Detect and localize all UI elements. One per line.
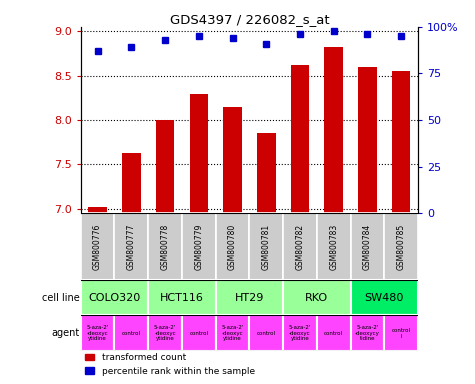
Text: SW480: SW480 [365, 293, 404, 303]
Text: GSM800785: GSM800785 [397, 223, 406, 270]
Bar [182, 315, 216, 351]
Text: control: control [256, 331, 275, 336]
Text: GSM800781: GSM800781 [262, 223, 271, 270]
Text: GSM800783: GSM800783 [329, 223, 338, 270]
Bar [148, 213, 182, 280]
Bar [156, 120, 174, 213]
Legend: transformed count, percentile rank within the sample: transformed count, percentile rank withi… [86, 353, 255, 376]
Text: 5-aza-2'
-deoxycy
tidine: 5-aza-2' -deoxycy tidine [355, 325, 380, 341]
Bar [291, 65, 309, 213]
Bar [223, 107, 242, 213]
Text: GSM800778: GSM800778 [161, 223, 170, 270]
Title: GDS4397 / 226082_s_at: GDS4397 / 226082_s_at [170, 13, 329, 26]
Bar [249, 315, 283, 351]
Text: HT29: HT29 [235, 293, 264, 303]
Bar [81, 315, 114, 351]
Text: 5-aza-2'
-deoxyc
ytidine: 5-aza-2' -deoxyc ytidine [221, 325, 244, 341]
Text: 5-aza-2'
-deoxyc
ytidine: 5-aza-2' -deoxyc ytidine [154, 325, 176, 341]
Text: HCT116: HCT116 [160, 293, 204, 303]
Bar [190, 94, 208, 213]
Bar [81, 213, 114, 280]
Text: control: control [122, 331, 141, 336]
Bar [216, 280, 283, 315]
Text: agent: agent [52, 328, 80, 338]
Text: COLO320: COLO320 [88, 293, 141, 303]
Text: GSM800779: GSM800779 [194, 223, 203, 270]
Bar [122, 153, 141, 213]
Text: 5-aza-2'
-deoxyc
ytidine: 5-aza-2' -deoxyc ytidine [289, 325, 311, 341]
Bar [148, 315, 182, 351]
Bar [358, 67, 377, 213]
Bar [249, 213, 283, 280]
Bar [257, 133, 276, 213]
Bar [317, 213, 351, 280]
Bar [392, 71, 410, 213]
Bar [283, 213, 317, 280]
Text: control: control [189, 331, 209, 336]
Text: control: control [324, 331, 343, 336]
Bar [216, 213, 249, 280]
Text: RKO: RKO [305, 293, 328, 303]
Bar [317, 315, 351, 351]
Bar [114, 213, 148, 280]
Text: 5-aza-2'
-deoxyc
ytidine: 5-aza-2' -deoxyc ytidine [86, 325, 109, 341]
Bar [324, 47, 343, 213]
Bar [384, 213, 418, 280]
Text: GSM800780: GSM800780 [228, 223, 237, 270]
Bar [114, 315, 148, 351]
Bar [283, 280, 351, 315]
Bar [384, 315, 418, 351]
Bar [182, 213, 216, 280]
Bar [216, 315, 249, 351]
Text: GSM800776: GSM800776 [93, 223, 102, 270]
Bar [148, 280, 216, 315]
Bar [351, 213, 384, 280]
Bar [351, 280, 418, 315]
Text: GSM800782: GSM800782 [295, 223, 304, 270]
Bar [351, 315, 384, 351]
Text: GSM800784: GSM800784 [363, 223, 372, 270]
Text: control
l: control l [392, 328, 410, 339]
Text: cell line: cell line [42, 293, 80, 303]
Bar [88, 207, 107, 213]
Text: GSM800777: GSM800777 [127, 223, 136, 270]
Bar [283, 315, 317, 351]
Bar [81, 280, 148, 315]
